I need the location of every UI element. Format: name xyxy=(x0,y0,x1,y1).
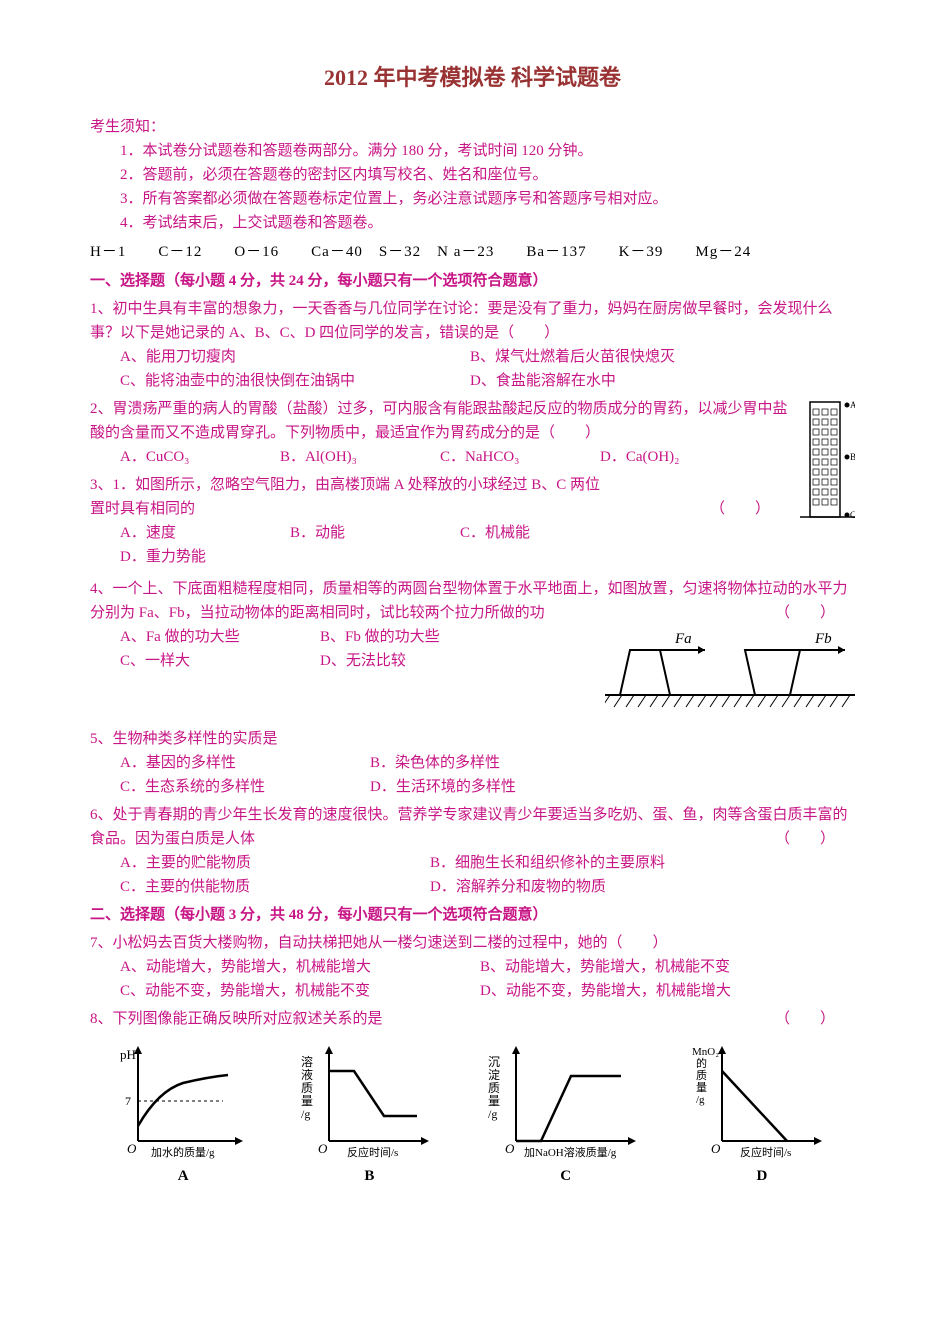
question-3: 3、1．如图所示，忽略空气阻力，由高楼顶端 A 处释放的小球经过 B、C 两位 … xyxy=(90,473,855,569)
fa-label: Fa xyxy=(674,631,692,647)
q4-opt-a: A、Fa 做的功大些 xyxy=(120,625,290,649)
q4-opt-c: C、一样大 xyxy=(120,649,290,673)
q7-opt-b: B、动能增大，势能增大，机械能不变 xyxy=(480,955,730,979)
q5-text: 5、生物种类多样性的实质是 xyxy=(90,731,278,747)
q3-opt-d: D．重力势能 xyxy=(120,545,260,569)
svg-text:pH: pH xyxy=(120,1047,136,1062)
q4-paren: （ ） xyxy=(775,601,835,625)
q7-text: 7、小松妈去百货大楼购物，自动扶梯把她从一楼匀速送到二楼的过程中，她的（ ） xyxy=(90,935,668,951)
q7-opt-a: A、动能增大，势能增大，机械能增大 xyxy=(120,955,450,979)
q8-paren: （ ） xyxy=(775,1007,835,1031)
q1-opt-d: D、食盐能溶解在水中 xyxy=(470,369,650,393)
q3-paren: （ ） xyxy=(710,497,770,521)
q6-opt-b: B．细胞生长和组织修补的主要原料 xyxy=(430,851,665,875)
chart-d: MnO₂的质量/g O 反应时间/s D xyxy=(692,1041,832,1188)
question-7: 7、小松妈去百货大楼购物，自动扶梯把她从一楼匀速送到二楼的过程中，她的（ ） A… xyxy=(90,931,855,1003)
chart-b-ylabel: 溶液质量/g xyxy=(301,1054,313,1121)
q1-opt-a: A、能用刀切瘦肉 xyxy=(120,345,440,369)
question-6: 6、处于青春期的青少年生长发育的速度很快。营养学专家建议青少年要适当多吃奶、蛋、… xyxy=(90,803,855,899)
q3-opt-a: A．速度 xyxy=(120,521,260,545)
q6-opt-a: A．主要的贮能物质 xyxy=(120,851,400,875)
q2-opt-c: C．NaHCO₃ xyxy=(440,445,570,469)
trapezoid-diagram: Fa Fb xyxy=(605,625,855,723)
svg-text:加NaOH溶液质量/g: 加NaOH溶液质量/g xyxy=(524,1145,617,1159)
q7-opt-c: C、动能不变，势能增大，机械能不变 xyxy=(120,979,450,1003)
q6-opt-d: D．溶解养分和废物的物质 xyxy=(430,875,610,899)
q2-opt-b: B．Al(OH)₃ xyxy=(280,445,410,469)
section-2-header: 二、选择题（每小题 3 分，共 48 分，每小题只有一个选项符合题意） xyxy=(90,903,855,927)
question-1: 1、初中生具有丰富的想象力，一天香香与几位同学在讨论：要是没有了重力，妈妈在厨房… xyxy=(90,297,855,393)
q6-text: 6、处于青春期的青少年生长发育的速度很快。营养学专家建议青少年要适当多吃奶、蛋、… xyxy=(90,807,848,847)
q4-text: 4、一个上、下底面粗糙程度相同，质量相等的两圆台型物体置于水平地面上，如图放置，… xyxy=(90,581,848,621)
chart-b-label: B xyxy=(299,1164,439,1188)
question-4: 4、一个上、下底面粗糙程度相同，质量相等的两圆台型物体置于水平地面上，如图放置，… xyxy=(90,577,855,673)
q5-opt-a: A．基因的多样性 xyxy=(120,751,340,775)
q5-opt-c: C．生态系统的多样性 xyxy=(120,775,340,799)
q8-text: 8、下列图像能正确反映所对应叙述关系的是 xyxy=(90,1011,383,1027)
q2-opt-a: A．CuCO₃ xyxy=(120,445,250,469)
q6-paren: （ ） xyxy=(775,827,835,851)
q7-opt-d: D、动能不变，势能增大，机械能增大 xyxy=(480,979,731,1003)
notice-4: 4．考试结束后，上交试题卷和答题卷。 xyxy=(120,211,855,235)
svg-text:加水的质量/g: 加水的质量/g xyxy=(151,1145,215,1159)
q3-opt-b: B．动能 xyxy=(290,521,430,545)
notice-header: 考生须知： xyxy=(90,115,855,139)
svg-text:O: O xyxy=(505,1141,515,1156)
chart-d-ylabel: MnO₂的质量/g xyxy=(692,1046,719,1106)
q4-opt-d: D、无法比较 xyxy=(320,649,500,673)
q6-opt-c: C．主要的供能物质 xyxy=(120,875,400,899)
q1-opt-b: B、煤气灶燃着后火苗很快熄灭 xyxy=(470,345,675,369)
chart-d-label: D xyxy=(692,1164,832,1188)
chart-a: pH 7 O 加水的质量/g A xyxy=(113,1041,253,1188)
q3-text-b: 置时具有相同的 xyxy=(90,501,195,517)
chart-a-label: A xyxy=(113,1164,253,1188)
q3-opt-c: C．机械能 xyxy=(460,521,600,545)
svg-text:O: O xyxy=(711,1141,721,1156)
question-2: 2、胃溃疡严重的病人的胃酸（盐酸）过多，可内服含有能跟盐酸起反应的物质成分的胃药… xyxy=(90,397,855,469)
question-8: 8、下列图像能正确反映所对应叙述关系的是 （ ） xyxy=(90,1007,855,1031)
fb-label: Fb xyxy=(814,631,832,647)
notice-3: 3．所有答案都必须做在答题卷标定位置上，务必注意试题序号和答题序号相对应。 xyxy=(120,187,855,211)
q5-opt-b: B．染色体的多样性 xyxy=(370,751,550,775)
svg-text:O: O xyxy=(127,1141,137,1156)
chart-c: 沉淀质量/g O 加NaOH溶液质量/g C xyxy=(486,1041,646,1188)
chart-b: 溶液质量/g O 反应时间/s B xyxy=(299,1041,439,1188)
q1-text: 1、初中生具有丰富的想象力，一天香香与几位同学在讨论：要是没有了重力，妈妈在厨房… xyxy=(90,301,833,341)
charts-row: pH 7 O 加水的质量/g A 溶液质量/g O 反应时间/s B xyxy=(90,1041,855,1188)
atomic-masses: H－1 C－12 O－16 Ca－40 S－32 N a－23 Ba－137 K… xyxy=(90,240,855,264)
q4-opt-b: B、Fb 做的功大些 xyxy=(320,625,500,649)
q2-opt-d: D．Ca(OH)₂ xyxy=(600,445,730,469)
question-5: 5、生物种类多样性的实质是 A．基因的多样性 B．染色体的多样性 C．生态系统的… xyxy=(90,727,855,799)
q3-text-a: 3、1．如图所示，忽略空气阻力，由高楼顶端 A 处释放的小球经过 B、C 两位 xyxy=(90,477,600,493)
exam-title: 2012 年中考模拟卷 科学试题卷 xyxy=(90,60,855,95)
svg-text:反应时间/s: 反应时间/s xyxy=(347,1145,398,1159)
q2-text: 2、胃溃疡严重的病人的胃酸（盐酸）过多，可内服含有能跟盐酸起反应的物质成分的胃药… xyxy=(90,401,788,441)
chart-c-label: C xyxy=(486,1164,646,1188)
notice-1: 1．本试卷分试题卷和答题卷两部分。满分 180 分，考试时间 120 分钟。 xyxy=(120,139,855,163)
section-1-header: 一、选择题（每小题 4 分，共 24 分，每小题只有一个选项符合题意） xyxy=(90,269,855,293)
q5-opt-d: D．生活环境的多样性 xyxy=(370,775,550,799)
svg-text:7: 7 xyxy=(125,1094,131,1108)
notice-2: 2．答题前，必须在答题卷的密封区内填写校名、姓名和座位号。 xyxy=(120,163,855,187)
svg-text:O: O xyxy=(318,1141,328,1156)
q1-opt-c: C、能将油壶中的油很快倒在油锅中 xyxy=(120,369,440,393)
chart-c-ylabel: 沉淀质量/g xyxy=(488,1055,500,1121)
svg-text:反应时间/s: 反应时间/s xyxy=(740,1145,791,1159)
